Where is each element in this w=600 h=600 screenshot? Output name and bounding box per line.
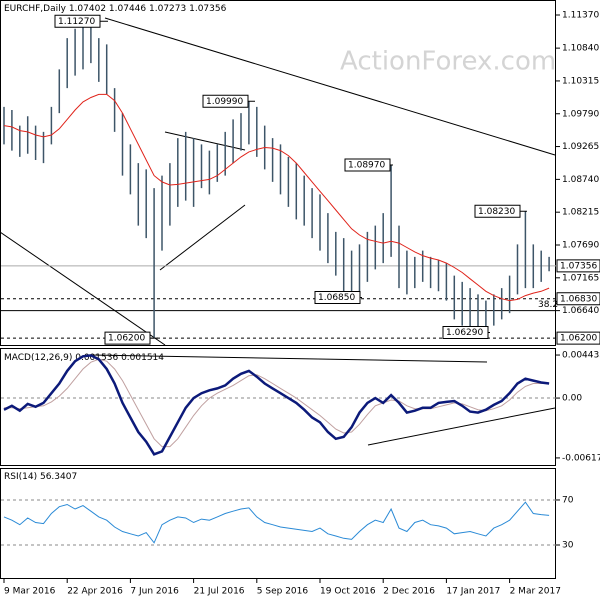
annotation-label: 1.08970 xyxy=(348,161,385,171)
trendline xyxy=(159,204,246,271)
annotation-box xyxy=(344,158,391,172)
macd-panel xyxy=(0,348,556,466)
rsi-header: RSI(14) 56.3407 xyxy=(4,472,77,482)
rsi-value: 56.3407 xyxy=(40,472,77,482)
fib-label: 38.2 xyxy=(538,300,558,310)
close: 1.07356 xyxy=(189,4,226,14)
trendline xyxy=(104,17,556,156)
y-tick-label: 1.09790 xyxy=(562,109,599,119)
y-tick-label: 1.08215 xyxy=(562,208,599,218)
x-tick-label: 2 Dec 2016 xyxy=(383,587,435,597)
y-tick-label: 70 xyxy=(562,495,574,505)
x-tick-label: 2 Mar 2017 xyxy=(510,587,561,597)
price-panel xyxy=(0,0,556,346)
annotation-label: 1.09990 xyxy=(206,97,243,107)
y-tick-label: 30 xyxy=(562,541,574,551)
signal-value: 0.001514 xyxy=(121,353,164,363)
watermark: ActionForex.com xyxy=(340,47,556,77)
header: EURCHF,Daily 1.07402 1.07446 1.07273 1.0… xyxy=(4,4,227,14)
high: 1.07446 xyxy=(109,4,146,14)
y-tick-label: 0.004435 xyxy=(562,351,600,361)
annotation-box xyxy=(202,94,249,108)
y-tick-label: 0.00 xyxy=(562,394,582,404)
y-tick-label: 1.08740 xyxy=(562,175,599,185)
macd-line xyxy=(3,354,550,456)
annotation-label: 1.08230 xyxy=(478,207,515,217)
low: 1.07273 xyxy=(149,4,186,14)
macd-title: MACD(12,26,9) xyxy=(4,353,72,363)
level-box xyxy=(556,331,600,345)
annotation-label: 1.06290 xyxy=(446,328,483,338)
y-tick-label: 1.11370 xyxy=(562,11,599,21)
annotation-box xyxy=(314,291,361,304)
x-tick-label: 17 Jan 2017 xyxy=(446,587,500,597)
x-tick-label: 9 Mar 2016 xyxy=(4,587,56,597)
y-tick-label: 1.10840 xyxy=(562,44,599,54)
level-label: 1.07356 xyxy=(560,261,597,271)
symbol: EURCHF,Daily xyxy=(4,4,67,14)
y-tick-label: -0.00617 xyxy=(562,453,600,463)
y-tick-label: 1.09265 xyxy=(562,142,599,152)
trendline xyxy=(89,354,488,363)
annotation-box xyxy=(54,14,101,28)
rsi-title: RSI(14) xyxy=(4,472,37,482)
rsi-panel xyxy=(0,468,556,579)
y-tick-label: 1.06640 xyxy=(562,306,599,316)
annotation-label: 1.06200 xyxy=(108,334,145,344)
x-tick-label: 21 Jul 2016 xyxy=(194,587,245,597)
y-tick-label: 1.10315 xyxy=(562,76,599,86)
y-tick-label: 1.07690 xyxy=(562,241,599,251)
open: 1.07402 xyxy=(69,4,106,14)
level-label: 1.06200 xyxy=(560,334,597,344)
annotation-box xyxy=(442,326,489,339)
annotation-box xyxy=(104,331,151,345)
annotation-label: 1.11270 xyxy=(58,17,95,27)
y-tick-label: 1.07165 xyxy=(562,273,599,283)
level-box xyxy=(556,292,600,306)
annotation-label: 1.06850 xyxy=(318,293,355,303)
x-tick-label: 19 Oct 2016 xyxy=(320,587,376,597)
level-label: 1.06830 xyxy=(560,294,597,304)
macd-header: MACD(12,26,9) 0.001536 0.001514 xyxy=(4,353,164,363)
x-tick-label: 7 Jun 2016 xyxy=(130,587,179,597)
level-box xyxy=(556,259,600,273)
rsi-line xyxy=(3,501,550,544)
trendline xyxy=(367,407,556,446)
trendline xyxy=(0,231,166,346)
annotation-box xyxy=(474,204,521,218)
trendline xyxy=(164,131,246,151)
signal-line xyxy=(4,358,550,448)
moving-average xyxy=(3,93,550,302)
x-tick-label: 5 Sep 2016 xyxy=(257,587,309,597)
trendlines xyxy=(0,17,556,446)
x-tick-label: 22 Apr 2016 xyxy=(67,587,123,597)
